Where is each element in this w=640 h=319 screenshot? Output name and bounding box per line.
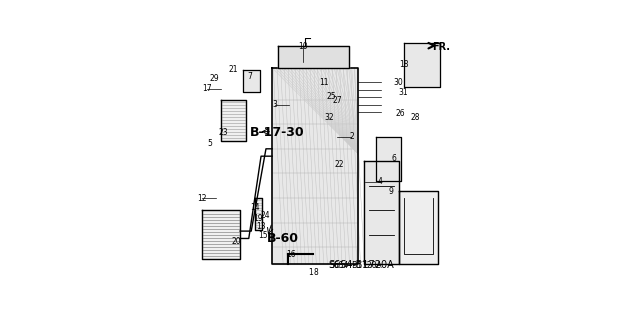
Text: 31: 31 — [398, 88, 408, 97]
Polygon shape — [376, 137, 401, 181]
Text: 18: 18 — [399, 60, 409, 69]
Text: 1: 1 — [308, 268, 314, 277]
Polygon shape — [278, 46, 349, 68]
Text: 17: 17 — [202, 84, 211, 93]
Text: 29: 29 — [209, 74, 219, 83]
Polygon shape — [202, 210, 240, 259]
Text: B-17-30: B-17-30 — [250, 126, 305, 139]
Text: 14: 14 — [250, 203, 260, 212]
Text: S6S4–B1720A: S6S4–B1720A — [329, 261, 382, 270]
Text: 26: 26 — [396, 109, 405, 118]
Text: 2: 2 — [349, 132, 354, 141]
Text: 5: 5 — [208, 139, 212, 148]
Text: 24: 24 — [260, 211, 270, 220]
Text: 27: 27 — [333, 96, 342, 105]
Text: 3: 3 — [272, 100, 277, 109]
Text: 16: 16 — [285, 250, 295, 259]
Text: S6S4-B1720A: S6S4-B1720A — [328, 261, 394, 271]
Text: B-60: B-60 — [267, 232, 299, 245]
Text: 23: 23 — [219, 128, 228, 137]
Text: 15: 15 — [258, 231, 268, 240]
Polygon shape — [403, 43, 440, 87]
Polygon shape — [272, 68, 358, 264]
Text: 21: 21 — [228, 65, 238, 74]
Polygon shape — [243, 70, 260, 92]
Text: 4: 4 — [377, 177, 382, 187]
Text: 22: 22 — [335, 160, 344, 169]
Text: 6: 6 — [391, 154, 396, 163]
Polygon shape — [255, 198, 262, 230]
Text: 8: 8 — [314, 268, 318, 277]
Text: 19: 19 — [253, 214, 263, 223]
Text: 20: 20 — [231, 237, 241, 246]
Text: 32: 32 — [324, 113, 334, 122]
Text: 12: 12 — [197, 194, 206, 203]
Text: 11: 11 — [319, 78, 328, 87]
Text: 9: 9 — [388, 187, 394, 196]
Text: FR.: FR. — [433, 42, 451, 52]
Polygon shape — [399, 190, 438, 264]
Polygon shape — [364, 161, 399, 264]
Text: 13: 13 — [256, 222, 266, 231]
Text: 25: 25 — [326, 92, 336, 100]
Text: 7: 7 — [248, 72, 252, 81]
Text: 28: 28 — [410, 113, 420, 122]
Polygon shape — [221, 100, 246, 141]
Text: 30: 30 — [393, 78, 403, 87]
Text: 10: 10 — [298, 42, 308, 51]
